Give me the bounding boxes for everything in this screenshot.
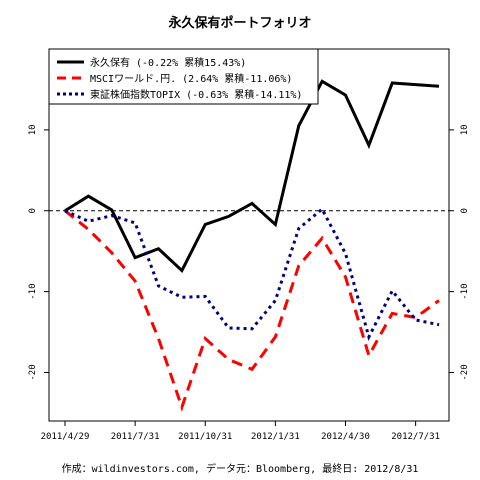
- y-tick-label-left: -10: [28, 283, 38, 299]
- series-line-0: [64, 79, 440, 274]
- y-tick-label-right: -20: [460, 364, 470, 380]
- x-axis: 2011/4/29 2011/7/31 2011/10/31 2012/1/31 201…: [41, 421, 440, 442]
- legend-box: [48, 48, 319, 105]
- y-axis-left: -20 -10 0 10: [28, 124, 49, 381]
- y-tick-label-left: -20: [28, 364, 38, 380]
- legend-label-msci: MSCIワールド.円. (2.64% 累積-11.06%): [90, 72, 292, 85]
- y-tick-label-left: 10: [28, 124, 38, 135]
- x-tick-label: 2011/4/29: [41, 432, 90, 442]
- series-line-1: [64, 209, 440, 412]
- x-tick-label: 2012/4/30: [321, 432, 370, 442]
- y-tick-label-right: -10: [460, 283, 470, 299]
- legend-label-topix: 東証株価指数TOPIX (-0.63% 累積-14.11%): [90, 88, 302, 101]
- legend: 永久保有 (-0.22% 累積15.43%) MSCIワールド.円. (2.64…: [48, 48, 319, 105]
- y-tick-label-right: 10: [460, 124, 470, 135]
- x-tick-label: 2012/7/31: [391, 432, 440, 442]
- chart-title: 永久保有ポートフォリオ: [167, 15, 311, 31]
- series-line-2: [64, 206, 440, 342]
- caption: 作成：wildinvestors.com, データ元：Bloomberg, 最終…: [62, 462, 419, 475]
- x-tick-label: 2011/7/31: [111, 432, 160, 442]
- y-tick-label-right: 0: [460, 208, 470, 213]
- legend-label-perpetual: 永久保有 (-0.22% 累積15.43%): [90, 56, 246, 69]
- x-tick-label: 2011/10/31: [178, 432, 232, 442]
- series-layer: [64, 79, 440, 412]
- x-tick-label: 2012/1/31: [251, 432, 300, 442]
- y-tick-label-left: 0: [28, 208, 38, 213]
- y-axis-right: -20 -10 0 10: [449, 124, 470, 381]
